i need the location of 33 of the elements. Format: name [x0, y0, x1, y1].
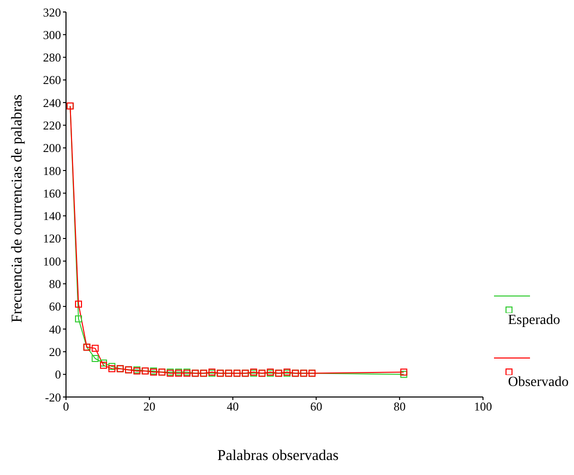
legend-label: Esperado [508, 313, 560, 329]
y-tick-label: 220 [43, 118, 61, 132]
y-tick-label: 60 [49, 300, 61, 314]
y-tick-label: 320 [43, 5, 61, 20]
y-tick-label: 180 [43, 164, 61, 178]
y-tick-label: 240 [43, 96, 61, 110]
x-tick-label: 40 [226, 400, 239, 414]
y-tick-label: 20 [49, 344, 61, 359]
y-tick-label: 40 [49, 322, 61, 336]
point [92, 344, 99, 352]
y-tick-label: 140 [43, 209, 61, 224]
x-tick-label: 60 [310, 400, 322, 414]
y-tick-label: 280 [43, 50, 61, 65]
point [108, 362, 116, 370]
y-tick-label: 300 [43, 28, 61, 42]
point [108, 365, 116, 372]
x-tick-label: 100 [474, 400, 492, 414]
y-tick-label: 160 [43, 186, 61, 200]
x-axis-title: Palabras observadas [216, 448, 340, 465]
point [75, 300, 82, 308]
y-tick-label: 100 [43, 254, 61, 268]
point [75, 315, 82, 322]
x-tick-label: 80 [394, 400, 406, 414]
y-tick-label: 200 [43, 141, 61, 156]
point [92, 355, 99, 362]
y-tick-label: -20 [45, 390, 61, 404]
y-axis-title: Frecuencia de ocurrencias de palabras [10, 94, 26, 322]
y-tick-label: 120 [43, 232, 61, 246]
legend-label: Observado [508, 375, 569, 391]
y-tick-label: 80 [49, 277, 61, 292]
y-tick-label: 0 [55, 368, 61, 382]
x-tick-label: 20 [143, 400, 156, 414]
y-tick-label: 260 [43, 73, 61, 88]
